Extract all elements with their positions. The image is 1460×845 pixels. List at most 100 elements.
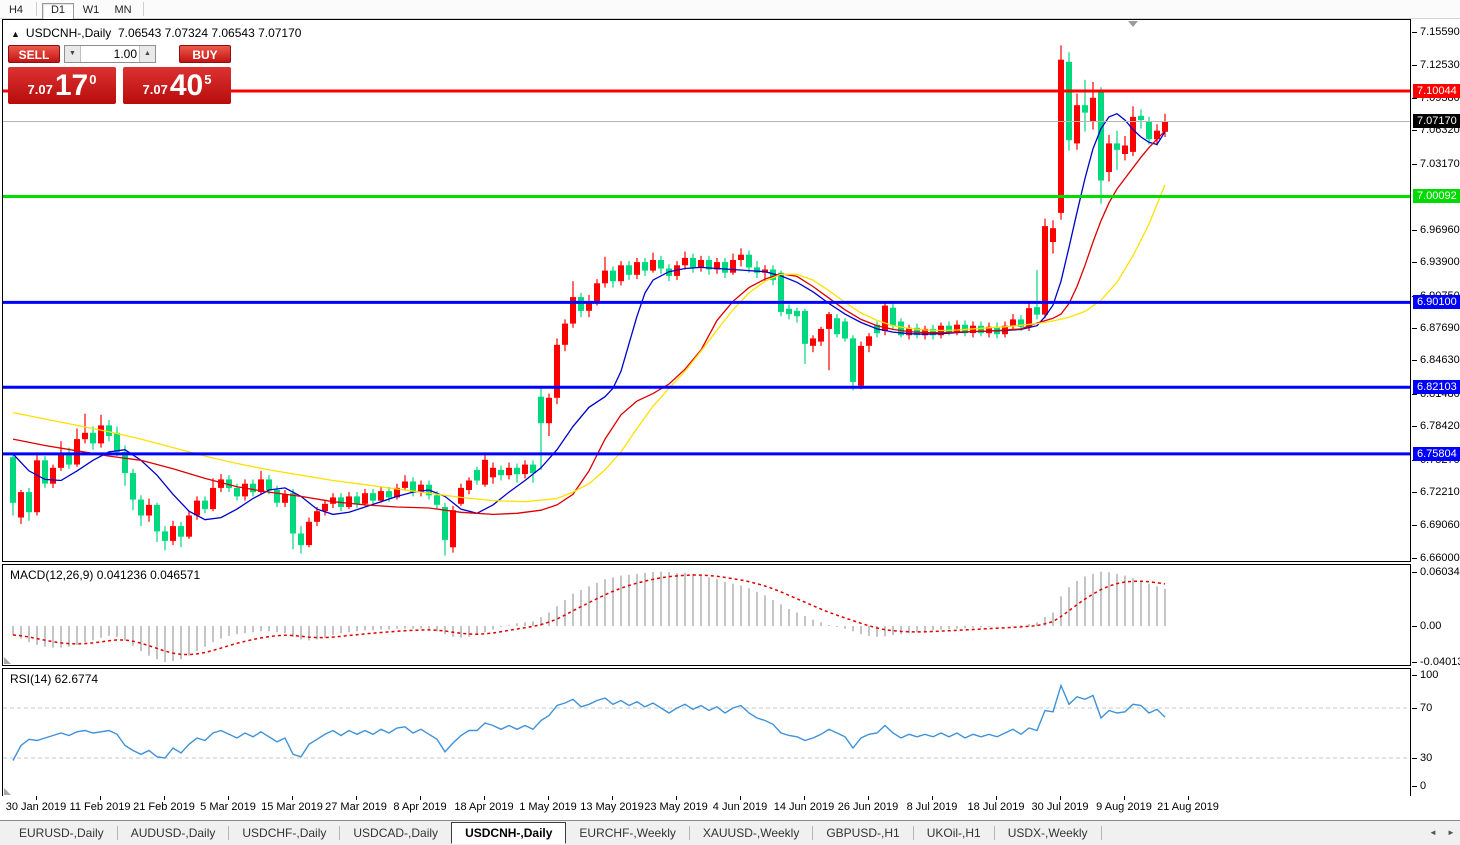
date-tick-mark [292,796,293,800]
macd-indicator-panel[interactable]: MACD(12,26,9) 0.041236 0.046571 [2,564,1411,666]
volume-input[interactable]: 1.00 [113,47,137,61]
chart-tab-usdx-weekly[interactable]: USDX-,Weekly [1007,826,1088,840]
collapse-trade-panel-icon[interactable]: ▲ [11,29,20,39]
date-tick-mark [1124,796,1125,800]
price-tick-label: 6.93900 [1420,256,1460,268]
date-tick-label: 13 May 2019 [580,801,644,813]
hline-price-badge: 7.00092 [1413,189,1460,203]
rsi-axis-label: 0 [1420,780,1427,792]
price-tick-label: 6.84630 [1420,354,1460,366]
chart-tab-usdchf-daily[interactable]: USDCHF-,Daily [242,826,327,840]
chart-title: ▲ USDCNH-,Daily 7.06543 7.07324 7.06543 7… [11,26,301,40]
sell-price-pip: 0 [89,72,97,87]
timeframe-button-w1[interactable]: W1 [82,4,100,16]
sell-price-display[interactable]: 7.07 17 0 [8,67,116,104]
price-tick-label: 6.78420 [1420,420,1460,432]
timeframe-button-mn[interactable]: MN [114,4,132,16]
macd-axis-label: -0.040136 [1420,656,1460,668]
date-tick-mark [228,796,229,800]
macd-tick-mark [1412,572,1417,573]
chart-tab-ukoil-h1[interactable]: UKOil-,H1 [926,826,981,840]
chart-tab-usdcnh-daily[interactable]: USDCNH-,Daily [451,822,567,844]
price-tick-label: 7.03170 [1420,158,1460,170]
date-tick-mark [36,796,37,800]
buy-button[interactable]: BUY [179,45,231,63]
date-tick-label: 18 Apr 2019 [454,801,514,813]
timeframe-button-h4[interactable]: H4 [8,4,24,16]
tab-separator [688,826,690,840]
chart-tab-usdcad-daily[interactable]: USDCAD-,Daily [353,826,439,840]
rsi-tick-mark [1412,708,1417,709]
chart-tab-bar: EURUSD-,Daily AUDUSD-,Daily USDCHF-,Daily U… [0,820,1460,845]
macd-resize-grip-icon[interactable] [4,657,11,664]
chart-shift-marker-icon[interactable] [1128,21,1138,27]
hline-price-badge: 6.75804 [1413,447,1460,461]
rsi-axis-label: 30 [1420,752,1433,764]
buy-price-display[interactable]: 7.07 40 5 [123,67,231,104]
volume-increase-icon[interactable]: ▲ [139,46,155,62]
date-tick-mark [1060,796,1061,800]
price-tick-label: 7.12530 [1420,59,1460,71]
date-tick-label: 15 Mar 2019 [261,801,323,813]
current-price-badge: 7.07170 [1413,114,1460,128]
date-tick-mark [804,796,805,800]
date-tick-label: 4 Jun 2019 [712,801,768,813]
hline-price-badge: 7.10044 [1413,84,1460,98]
macd-label: MACD(12,26,9) 0.041236 0.046571 [10,568,201,582]
date-tick-mark [868,796,869,800]
buy-price-main: 40 [169,68,204,102]
candlestick-chart-canvas[interactable] [3,20,1410,561]
price-tick-mark [1412,525,1417,526]
volume-decrease-icon[interactable]: ▼ [65,46,81,62]
hline-price-badge: 6.82103 [1413,380,1460,394]
rsi-chart-canvas[interactable] [3,669,1410,796]
chart-tab-eurchf-weekly[interactable]: EURCHF-,Weekly [579,826,676,840]
toolbar-separator [143,2,144,17]
price-tick-mark [1412,164,1417,165]
price-tick-mark [1412,394,1417,395]
price-tick-mark [1412,230,1417,231]
rsi-tick-mark [1412,758,1417,759]
date-tick-mark [676,796,677,800]
chart-tab-gbpusd-h1[interactable]: GBPUSD-,H1 [826,826,900,840]
tab-scroll-right-icon[interactable]: ► [1447,828,1455,837]
timeframe-toolbar: H4 D1 W1 MN [0,0,1460,20]
price-tick-label: 6.87690 [1420,322,1460,334]
chart-tab-eurusd-daily[interactable]: EURUSD-,Daily [19,826,104,840]
price-tick-label: 6.69060 [1420,519,1460,531]
price-tick-label: 6.96960 [1420,224,1460,236]
chart-tab-xauusd-weekly[interactable]: XAUUSD-,Weekly [702,826,800,840]
chart-tab-audusd-daily[interactable]: AUDUSD-,Daily [130,826,216,840]
rsi-tick-mark [1412,786,1417,787]
date-tick-mark [1188,796,1189,800]
date-tick-label: 8 Apr 2019 [393,801,447,813]
date-tick-label: 5 Mar 2019 [200,801,256,813]
tab-scroll-left-icon[interactable]: ◄ [1429,828,1437,837]
date-tick-label: 18 Jul 2019 [967,801,1025,813]
sell-price-prefix: 7.07 [27,82,53,97]
date-tick-label: 30 Jan 2019 [5,801,67,813]
rsi-indicator-panel[interactable]: RSI(14) 62.6774 [2,668,1411,797]
date-tick-mark [932,796,933,800]
tab-separator [812,826,814,840]
rsi-axis-label: 100 [1420,669,1439,681]
date-tick-mark [548,796,549,800]
timeframe-button-d1[interactable]: D1 [42,3,74,20]
price-tick-mark [1412,492,1417,493]
date-tick-mark [100,796,101,800]
sell-button[interactable]: SELL [8,45,60,63]
rsi-resize-grip-icon[interactable] [4,788,11,795]
main-chart-panel[interactable]: ▲ USDCNH-,Daily 7.06543 7.07324 7.06543 7… [2,19,1411,562]
macd-tick-mark [1412,626,1417,627]
rsi-label: RSI(14) 62.6774 [10,672,99,686]
macd-chart-canvas[interactable] [3,565,1410,665]
tab-separator [993,826,995,840]
price-tick-mark [1412,130,1417,131]
price-tick-mark [1412,98,1417,99]
date-tick-label: 21 Aug 2019 [1157,801,1219,813]
date-axis: 30 Jan 2019 11 Feb 2019 21 Feb 2019 5 Mar 2… [0,796,1460,820]
buy-price-prefix: 7.07 [142,82,168,97]
date-tick-mark [612,796,613,800]
one-click-trade-panel: SELL ▼ 1.00 ▲ BUY 7.07 17 0 7.07 40 5 [8,45,231,104]
price-tick-mark [1412,426,1417,427]
